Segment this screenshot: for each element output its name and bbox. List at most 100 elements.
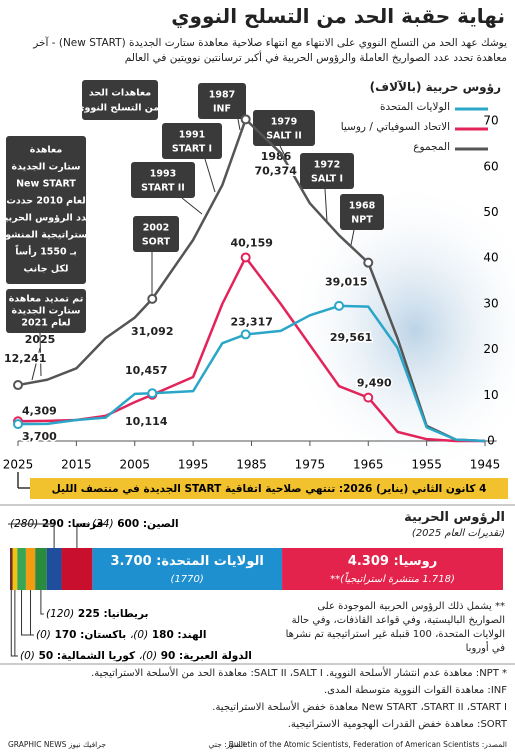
annotation: NPT (351, 215, 373, 226)
deployed-label: (1770) (171, 574, 204, 585)
value-label: 90 (161, 650, 176, 662)
deployed-label: (0)، (139, 650, 157, 662)
deployed-label: (120) (46, 608, 74, 620)
country-name: الدولة العبرية: (179, 650, 252, 662)
value-label: 4,309 (22, 404, 57, 417)
legend-title: رؤوس حربية (بالآلاف) (369, 80, 501, 94)
point-marker (13, 419, 23, 430)
value-label: 40,159 (230, 236, 272, 249)
annotation-box (131, 162, 195, 198)
bar-segment (25, 548, 36, 590)
annotation-box (6, 289, 86, 333)
connector (21, 590, 34, 636)
annotation: عدد الرؤوس الحربية (0, 213, 93, 224)
bar-segment (92, 548, 283, 590)
annotation: 1968 (349, 201, 376, 212)
annotation: INF (213, 104, 231, 115)
annotation-box (300, 153, 354, 189)
x-tick-label: 1955 (411, 458, 442, 472)
bar-label: بريطانيا: 225 (120) (46, 608, 149, 620)
country-name: الولايات المتحدة: (156, 554, 264, 569)
y-tick-label: 40 (483, 251, 498, 265)
bar-segment (61, 548, 93, 590)
value-label: 50 (39, 650, 54, 662)
annotation: New START (16, 179, 76, 190)
annotation: SALT I (311, 174, 343, 185)
annotation: معاهدة (30, 145, 63, 156)
x-tick-label: 2025 (3, 458, 34, 472)
legend-label: الولايات المتحدة (379, 101, 450, 113)
bar-label: الدولة العبرية: 90 (0)، كوريا الشمالية: … (20, 650, 252, 662)
deployed-label: (1.718 منتشرة استراتيجياً)** (330, 571, 455, 585)
annotation: لكل جانب (24, 264, 69, 275)
annotation-box (198, 83, 246, 119)
x-tick-label: 2005 (119, 458, 150, 472)
connector (204, 158, 216, 193)
x-tick-label: 2015 (61, 458, 92, 472)
country-name: الهند: (177, 629, 206, 641)
annotation: 1987 (209, 90, 235, 101)
value-label: 170 (55, 629, 77, 641)
bar-title: الرؤوس الحربية (404, 510, 505, 525)
bar-segment (46, 548, 62, 590)
annotation-box (162, 123, 222, 159)
value-label: 29,561 (330, 331, 372, 344)
y-tick-label: 50 (483, 205, 498, 219)
connector (10, 590, 18, 657)
annotation: START II (141, 183, 185, 194)
x-tick-label: 1965 (353, 458, 384, 472)
annotation: 1991 (179, 130, 205, 141)
title: نهاية حقبة الحد من التسلح النووي (171, 4, 505, 28)
annotation-box (340, 194, 384, 230)
bar-segment (10, 548, 13, 590)
connector (40, 590, 44, 615)
x-tick-label: 1995 (178, 458, 209, 472)
country-name: فرنسا: (68, 518, 104, 530)
annotation: لعام 2021 (21, 318, 70, 329)
value-label: 3,700 (22, 430, 57, 443)
annotation: SALT II (266, 131, 302, 142)
point-marker (240, 252, 251, 263)
x-tick-label: 1985 (236, 458, 267, 472)
value-label: 70,374 (254, 164, 297, 177)
bar-note: ** يشمل ذلك الرؤوس الحربية الموجودة على … (285, 601, 505, 654)
annotation: 1972 (314, 160, 340, 171)
annotation: معاهدات الحد (89, 88, 151, 99)
bar-segment (12, 548, 18, 590)
subtitle: يوشك عهد الحد من التسلح النووي على الانت… (33, 37, 507, 64)
country-name: باكستان: (80, 629, 126, 641)
footnote: INF: معاهدة القوات النووية متوسطة المدى. (323, 685, 507, 696)
annotation: START I (172, 144, 212, 155)
annotation: 1993 (150, 169, 176, 180)
connector (30, 590, 34, 636)
deployed-label: (0) (20, 650, 35, 662)
value-label: 31,092 (131, 325, 173, 338)
bar-label: روسيا: 4.309 (348, 554, 437, 569)
point-marker (334, 300, 345, 311)
annotation: SORT (142, 237, 171, 248)
bar-label: الهند: 180 (0)، باكستان: 170 (0) (36, 629, 206, 641)
annotation: ستارت الجديدة (12, 162, 81, 173)
connector (76, 523, 90, 548)
brand: جرافيك نيوز GRAPHIC NEWS (8, 740, 107, 749)
annotation: ستارت الجديدة (12, 306, 81, 317)
y-tick-label: 0 (487, 434, 495, 448)
connector (8, 523, 55, 548)
value-label: 23,317 (230, 315, 272, 328)
country-name: الصين: (143, 518, 179, 530)
annotation: الاستراتيجية المنشورة (0, 230, 98, 241)
value-label: 10,114 (125, 415, 168, 428)
y-tick-label: 10 (483, 388, 498, 402)
connector (31, 347, 41, 381)
country-name: روسيا: (393, 554, 437, 569)
connector (181, 197, 203, 215)
y-tick-label: 30 (483, 296, 498, 310)
bar-segment (17, 548, 26, 590)
annotation: بـ 1550 رأساً (15, 244, 77, 257)
annotation-box (253, 110, 315, 146)
value-label: 4.309 (348, 554, 389, 569)
deployed-label: (0)، (130, 629, 148, 641)
country-name: بريطانيا: (104, 608, 149, 620)
